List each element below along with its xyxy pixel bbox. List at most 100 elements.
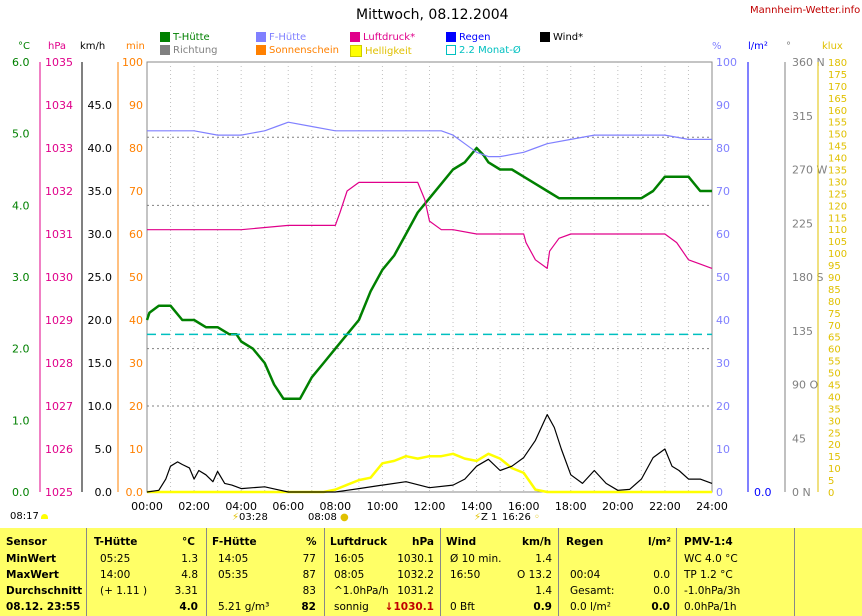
axis-tick-min: 60 (129, 228, 143, 241)
unit-percent: % (712, 41, 722, 52)
axis-tick-time: 02:00 (178, 500, 210, 513)
axis-tick-klux: 105 (828, 237, 847, 248)
table-cell-r-val: 0.0 (653, 585, 670, 597)
legend-helligkeit: Helligkeit (350, 45, 412, 57)
axis-tick-hpa: 1030 (45, 271, 73, 284)
table-cell-p-time: sonnig (334, 601, 369, 613)
axis-layer: 0.01.02.03.04.05.06.01025102610271028102… (12, 56, 847, 513)
legend-luftdruck: Luftdruck* (350, 32, 415, 43)
axis-tick-klux: 25 (828, 428, 841, 439)
divider (440, 528, 441, 616)
axis-tick-time: 20:00 (602, 500, 634, 513)
stats-table: Sensor T-Hütte °C F-Hütte % Luftdruck hP… (0, 528, 862, 616)
axis-tick-klux: 20 (828, 440, 841, 451)
table-cell-pmv: TP 1.2 °C (684, 569, 733, 581)
legend-t-huette: T-Hütte (160, 32, 210, 43)
table-cell-f-time: 05:35 (218, 569, 249, 581)
hdr-f: F-Hütte (212, 536, 257, 548)
axis-tick-hpa: 1031 (45, 228, 73, 241)
axis-tick-klux: 40 (828, 392, 841, 403)
event-e3: ⚡Z 1 (474, 512, 498, 523)
hdr-kmh: km/h (522, 536, 552, 548)
axis-tick-klux: 95 (828, 261, 841, 272)
axis-tick-time: 16:00 (508, 500, 540, 513)
axis-tick-kmh: 30.0 (88, 228, 113, 241)
legend-swatch (160, 45, 170, 55)
axis-tick-percent: 40 (716, 314, 730, 327)
axis-tick-klux: 65 (828, 333, 841, 344)
site-link[interactable]: Mannheim-Wetter.info (750, 5, 861, 16)
axis-tick-celsius: 3.0 (12, 271, 30, 284)
axis-tick-min: 100 (122, 56, 143, 69)
hdr-pct: % (306, 536, 317, 548)
axis-tick-hpa: 1035 (45, 56, 73, 69)
axis-tick-klux: 155 (828, 118, 847, 129)
axis-tick-klux: 150 (828, 130, 847, 141)
event-e1: ⚡03:28 (232, 512, 268, 523)
legend-sonnenschein: Sonnenschein (256, 45, 339, 56)
axis-tick-deg: 90 O (792, 379, 818, 392)
table-cell-t-time: 14:00 (100, 569, 131, 581)
legend-swatch (350, 45, 362, 57)
hdr-pmv: PMV-1:4 (684, 536, 733, 548)
table-cell-p-val: 1032.2 (397, 569, 434, 581)
axis-tick-klux: 50 (828, 369, 841, 380)
legend-swatch (160, 32, 170, 42)
table-cell-t-val: 3.31 (174, 585, 198, 597)
axis-tick-klux: 75 (828, 309, 841, 320)
table-cell-t-time: (+ 1.11 ) (100, 585, 148, 597)
divider (86, 528, 87, 616)
hdr-p: Luftdruck (330, 536, 388, 548)
axis-tick-deg: 270 W (792, 164, 827, 177)
axis-tick-celsius: 6.0 (12, 56, 30, 69)
table-cell-label: 08.12. 23:55 (6, 601, 81, 613)
axis-tick-klux: 70 (828, 321, 841, 332)
axis-tick-klux: 5 (828, 476, 834, 487)
table-cell-r-time: 00:04 (570, 569, 601, 581)
axis-tick-kmh: 45.0 (88, 99, 113, 112)
axis-tick-hpa: 1028 (45, 357, 73, 370)
axis-tick-klux: 80 (828, 297, 841, 308)
axis-tick-klux: 130 (828, 177, 847, 188)
axis-tick-klux: 145 (828, 142, 847, 153)
hdr-regen: Regen (566, 536, 604, 548)
legend-swatch (446, 32, 456, 42)
axis-tick-hpa: 1027 (45, 400, 73, 413)
legend-regen: Regen (446, 32, 491, 43)
table-cell-r-time: 0.0 l/m² (570, 601, 611, 613)
axis-tick-time: 06:00 (272, 500, 304, 513)
axis-tick-time: 24:00 (696, 500, 728, 513)
table-cell-r-time: Gesamt: (570, 585, 615, 597)
table-cell-w-val: 0.9 (533, 601, 552, 613)
divider (794, 528, 795, 616)
axis-tick-kmh: 10.0 (88, 400, 113, 413)
page-title: Mittwoch, 08.12.2004 (356, 7, 509, 23)
axis-tick-min: 20 (129, 400, 143, 413)
axis-tick-percent: 10 (716, 443, 730, 456)
table-cell-f-val: 83 (302, 585, 316, 597)
axis-tick-klux: 175 (828, 70, 847, 81)
series-line-luftdruck- (147, 181, 713, 269)
table-cell-p-val: 1030.1 (397, 553, 434, 565)
table-cell-label: MaxWert (6, 569, 59, 581)
axis-tick-klux: 165 (828, 94, 847, 105)
hdr-lm2: l/m² (648, 536, 671, 548)
axis-tick-klux: 90 (828, 273, 841, 284)
table-cell-w-note: 16:50 (450, 569, 481, 581)
axis-tick-kmh: 20.0 (88, 314, 113, 327)
table-cell-f-val: 87 (302, 569, 316, 581)
table-cell-t-time: 05:25 (100, 553, 131, 565)
axis-tick-lm2: 0.0 (754, 486, 772, 499)
axis-tick-klux: 115 (828, 213, 847, 224)
hdr-hpa: hPa (412, 536, 434, 548)
axis-tick-min: 30 (129, 357, 143, 370)
legend-swatch (350, 32, 360, 42)
table-cell-w-note: Ø 10 min. (450, 553, 502, 565)
legend-wind: Wind* (540, 32, 583, 43)
axis-tick-hpa: 1032 (45, 185, 73, 198)
divider (324, 528, 325, 616)
axis-tick-klux: 100 (828, 249, 847, 260)
axis-tick-deg: 0 N (792, 486, 811, 499)
table-cell-w-val: 1.4 (535, 585, 552, 597)
axis-tick-klux: 15 (828, 452, 841, 463)
